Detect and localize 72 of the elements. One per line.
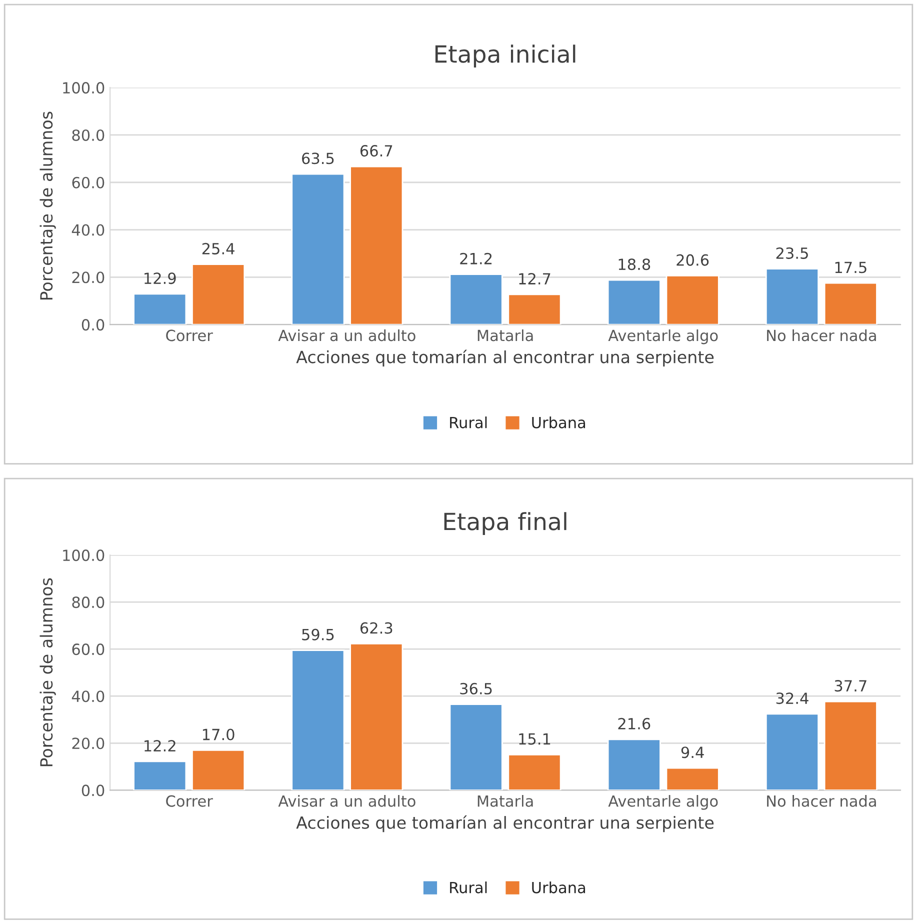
x-tick-label: Correr [166, 795, 213, 807]
chart-title: Etapa final [444, 512, 566, 535]
y-tick-label: 80.0 [72, 129, 104, 141]
data-label: 21.6 [618, 718, 650, 730]
y-tick-label: 100.0 [63, 82, 104, 94]
bar [824, 700, 878, 790]
y-tick-label: 40.0 [72, 690, 104, 702]
y-tick-label: 0.0 [82, 784, 104, 796]
x-tick-label: Correr [166, 330, 213, 342]
bar [508, 754, 562, 790]
legend-label: Rural [450, 881, 487, 894]
data-label: 59.5 [302, 628, 334, 640]
data-label: 17.5 [835, 262, 866, 274]
x-tick-label: Matarla [478, 329, 533, 342]
data-label: 12.9 [144, 272, 176, 284]
y-tick-label: 100.0 [63, 550, 104, 562]
x-tick-label: No hacer nada [767, 329, 876, 342]
data-label: 15.1 [519, 733, 550, 745]
bar [824, 282, 878, 325]
data-label: 12.2 [144, 740, 176, 752]
x-tick-label: Aventarle algo [608, 329, 718, 344]
bar [192, 749, 246, 790]
bar [765, 268, 820, 325]
data-label: 25.4 [202, 242, 234, 254]
x-axis-title: Acciones que tomarían al encontrar una serpiente [296, 815, 714, 832]
y-tick-label: 60.0 [72, 644, 104, 656]
x-tick-label: Matarla [478, 795, 533, 807]
data-label: 36.5 [460, 682, 492, 694]
y-tick-label: 20.0 [72, 272, 104, 284]
bar [607, 738, 661, 790]
legend-label: Urbana [532, 416, 586, 428]
bar [607, 279, 661, 325]
data-label: 62.3 [360, 622, 392, 634]
bar [192, 264, 246, 325]
bar [133, 760, 187, 790]
data-label: 32.4 [776, 692, 808, 704]
x-tick-label: Avisar a un adulto [278, 329, 416, 342]
bar [765, 713, 820, 790]
data-label: 21.2 [460, 252, 492, 264]
bar [350, 642, 404, 790]
data-label: 66.7 [360, 145, 392, 157]
x-tick-label: Avisar a un adulto [278, 795, 416, 807]
y-tick-label: 40.0 [72, 224, 104, 236]
bar [350, 166, 404, 325]
data-label: 37.7 [834, 680, 866, 692]
x-tick-label: No hacer nada [767, 795, 876, 807]
data-label: 18.8 [618, 258, 650, 270]
data-label: 12.7 [519, 272, 550, 284]
y-tick-label: 0.0 [82, 319, 104, 331]
x-axis-title: Acciones que tomarían al encontrar una serpiente [296, 350, 714, 367]
y-tick-label: 60.0 [72, 176, 104, 188]
chart-title: Etapa inicial [435, 44, 576, 68]
bar [666, 275, 720, 325]
data-label: 20.6 [676, 254, 709, 266]
bar [291, 173, 345, 325]
bar [508, 294, 562, 325]
data-label: 23.5 [776, 247, 808, 259]
bar [291, 650, 345, 790]
legend-label: Urbana [532, 881, 586, 894]
bar [666, 767, 720, 790]
bar [133, 293, 187, 325]
x-tick-label: Aventarle algo [608, 795, 718, 810]
y-axis-title: Porcentaje de alumnos [40, 578, 56, 766]
legend-label: Rural [450, 416, 487, 428]
y-tick-label: 20.0 [72, 738, 104, 750]
bar [449, 274, 503, 325]
data-label: 9.4 [681, 746, 704, 758]
y-tick-label: 80.0 [72, 596, 104, 608]
bar [449, 704, 503, 790]
data-label: 17.0 [202, 728, 234, 740]
y-axis-title: Porcentaje de alumnos [40, 112, 56, 300]
data-label: 63.5 [302, 152, 334, 164]
